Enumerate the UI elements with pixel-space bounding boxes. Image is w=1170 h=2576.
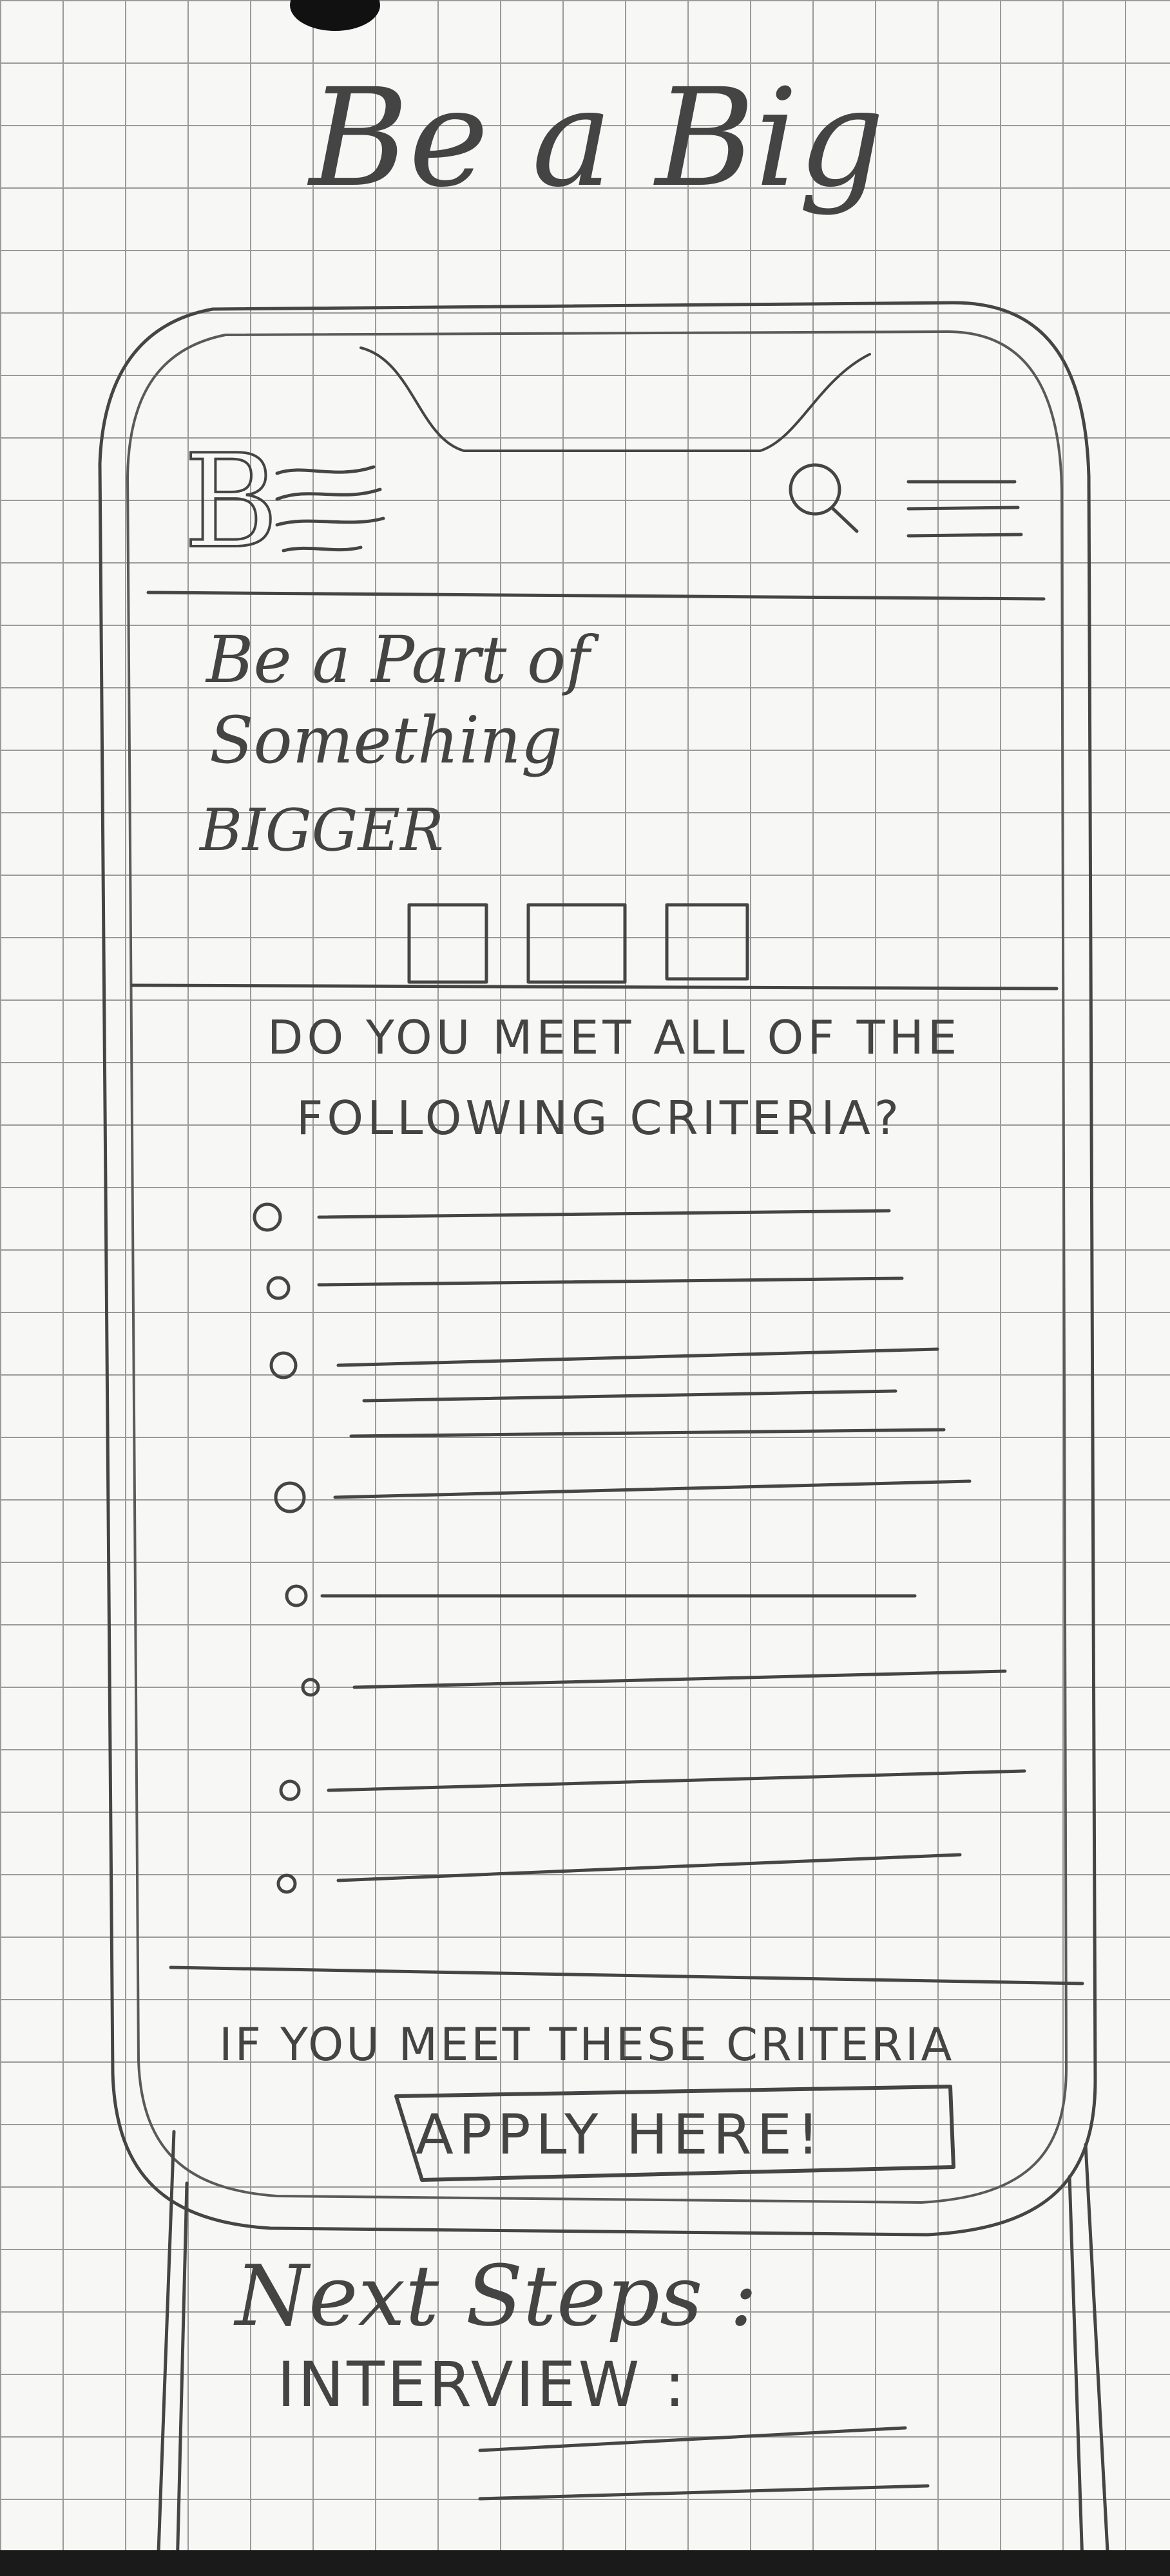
next-steps-label: Next Steps : [235,2247,758,2345]
cta-prompt: IF YOU MEET THESE CRITERIA [219,2018,955,2071]
interview-label: INTERVIEW : [277,2349,688,2421]
apply-button-outline [394,2085,955,2182]
criteria-list [253,1202,1026,1894]
carousel-indicators [407,903,749,984]
hero-divider [130,983,1059,990]
hamburger-menu-icon [906,480,1023,538]
search-icon [789,463,841,516]
phone-outline-inner [126,330,1068,2204]
hero-line-3: BIGGER [200,797,444,864]
hero-line-2: Something [209,703,562,778]
phone-notch [360,346,871,452]
logo-b-icon[interactable]: B [182,427,280,577]
criteria-divider [169,1965,1084,1985]
phone-outline [98,301,1097,2237]
page-bottom-edge [0,2550,1170,2576]
header-divider [146,591,1046,601]
criteria-heading-line-2: FOLLOWING CRITERIA? [296,1091,903,1145]
sheet-title: Be a Big [309,59,885,217]
apply-here-button[interactable]: APPLY HERE! [416,2103,825,2167]
binder-hole [290,0,380,31]
hero-line-1: Be a Part of [206,622,590,697]
criteria-heading-line-1: DO YOU MEET ALL OF THE [267,1010,961,1065]
